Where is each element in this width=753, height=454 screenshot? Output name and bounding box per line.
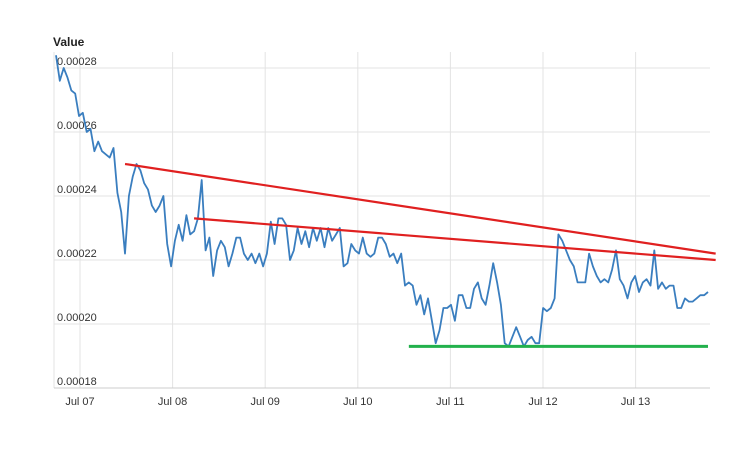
y-tick-label: 0.00028	[57, 56, 97, 68]
x-tick-label: Jul 11	[436, 396, 465, 408]
y-axis-title: Value	[53, 35, 85, 49]
trend-line	[124, 162, 716, 255]
x-tick-label: Jul 12	[528, 396, 557, 408]
annotation-lines	[124, 162, 716, 348]
x-tick-label: Jul 13	[621, 396, 650, 408]
x-tick-labels: Jul 07 Jul 08 Jul 09 Jul 10 Jul 11 Jul 12 Jul …	[65, 396, 650, 408]
y-tick-label: 0.00022	[57, 248, 97, 260]
y-tick-label: 0.00024	[57, 184, 97, 196]
x-tick-label: Jul 07	[65, 396, 94, 408]
data-series	[55, 55, 709, 348]
x-tick-label: Jul 08	[158, 396, 187, 408]
y-tick-label: 0.00018	[57, 376, 97, 388]
price-line	[55, 55, 709, 348]
grid-lines	[53, 52, 710, 389]
trend-line	[193, 217, 716, 262]
y-tick-label: 0.00020	[57, 312, 97, 324]
x-tick-label: Jul 10	[343, 396, 372, 408]
x-tick-label: Jul 09	[251, 396, 280, 408]
